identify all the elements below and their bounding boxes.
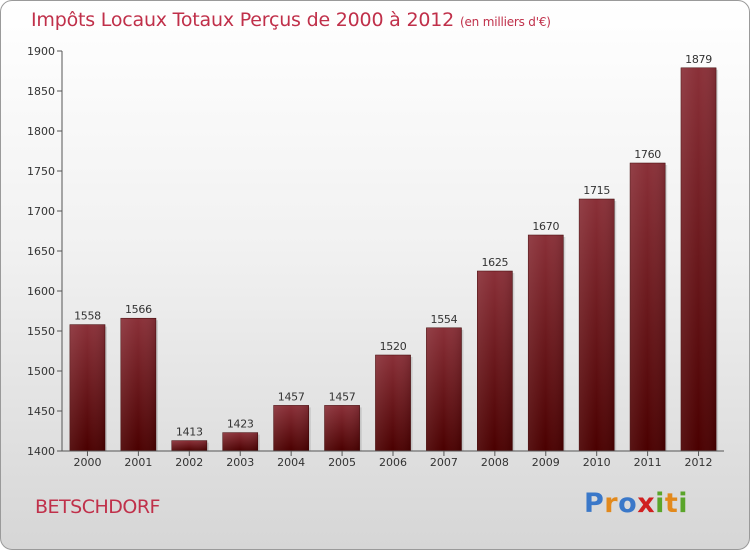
bar-shine [222, 432, 258, 451]
y-tick-label: 1550 [27, 325, 55, 338]
bar-value-label: 1457 [329, 390, 356, 403]
x-tick-label: 2010 [583, 456, 611, 469]
x-tick-label: 2003 [226, 456, 254, 469]
bar-shine [477, 271, 513, 451]
bars-group: 1558 1566 1413 1423 1457 1457 1520 1554 1625 1670… [69, 53, 719, 452]
x-tick-label: 2011 [634, 456, 662, 469]
x-tick-label: 2004 [277, 456, 305, 469]
x-tick-label: 2001 [124, 456, 152, 469]
y-tick-label: 1650 [27, 245, 55, 258]
x-tick-label: 2000 [73, 456, 101, 469]
x-tick-label: 2002 [175, 456, 203, 469]
title-text: Impôts Locaux Totaux Perçus de 2000 à 20… [31, 9, 455, 31]
y-tick-label: 1500 [27, 365, 55, 378]
bar-value-label: 1558 [74, 310, 101, 323]
bar-shine [528, 235, 564, 451]
bar-shine [630, 163, 666, 451]
bar-shine [273, 405, 309, 451]
bar-shine [426, 327, 462, 451]
bar-value-label: 1760 [634, 148, 661, 161]
x-tick-label: 2007 [430, 456, 458, 469]
x-tick-label: 2012 [685, 456, 713, 469]
bar-value-label: 1670 [532, 220, 559, 233]
y-tick-label: 1400 [27, 445, 55, 458]
y-axis: 1400 1450 1500 1550 1600 1650 1700 1750 1800 1850… [27, 45, 63, 458]
bar-value-label: 1413 [176, 426, 203, 439]
logo-letter: i [678, 488, 689, 519]
logo-letter: P [584, 488, 605, 519]
bar-shine [680, 67, 717, 452]
logo-letter: i [655, 488, 665, 519]
x-tick-label: 2009 [532, 456, 560, 469]
bar-value-label: 1423 [227, 418, 254, 431]
bar-shine [324, 405, 360, 451]
bar-shine [69, 324, 106, 451]
y-tick-label: 1750 [27, 165, 55, 178]
logo-letter: r [604, 488, 619, 519]
bar-value-label: 1554 [431, 313, 458, 326]
bar-value-label: 1879 [685, 53, 712, 66]
logo-letter: x [637, 488, 656, 519]
city-name: BETSCHDORF [35, 496, 160, 518]
logo-letter: t [664, 488, 679, 519]
chart-title: Impôts Locaux Totaux Perçus de 2000 à 20… [31, 9, 551, 31]
bar-value-label: 1566 [125, 303, 152, 316]
proxiti-logo: Proxiti [584, 488, 688, 519]
bar-value-label: 1715 [583, 184, 610, 197]
y-tick-label: 1900 [27, 45, 55, 58]
logo-letter: o [618, 488, 638, 519]
bar-shine [579, 199, 615, 451]
bar-value-label: 1457 [278, 390, 305, 403]
bar-shine [120, 318, 156, 451]
x-tick-label: 2006 [379, 456, 407, 469]
x-tick-label: 2005 [328, 456, 356, 469]
bar-shine [171, 440, 207, 451]
bar-value-label: 1625 [481, 256, 508, 269]
bar-shine [375, 355, 411, 451]
x-axis: 2000 2001 2002 2003 2004 2005 2006 2007 2008 2009… [62, 450, 724, 469]
bar-value-label: 1520 [380, 340, 407, 353]
y-tick-label: 1800 [27, 125, 55, 138]
y-tick-label: 1850 [27, 85, 55, 98]
y-tick-label: 1700 [27, 205, 55, 218]
x-tick-label: 2008 [481, 456, 509, 469]
y-tick-label: 1450 [27, 405, 55, 418]
y-tick-label: 1600 [27, 285, 55, 298]
title-unit: (en milliers d'€) [460, 15, 551, 29]
